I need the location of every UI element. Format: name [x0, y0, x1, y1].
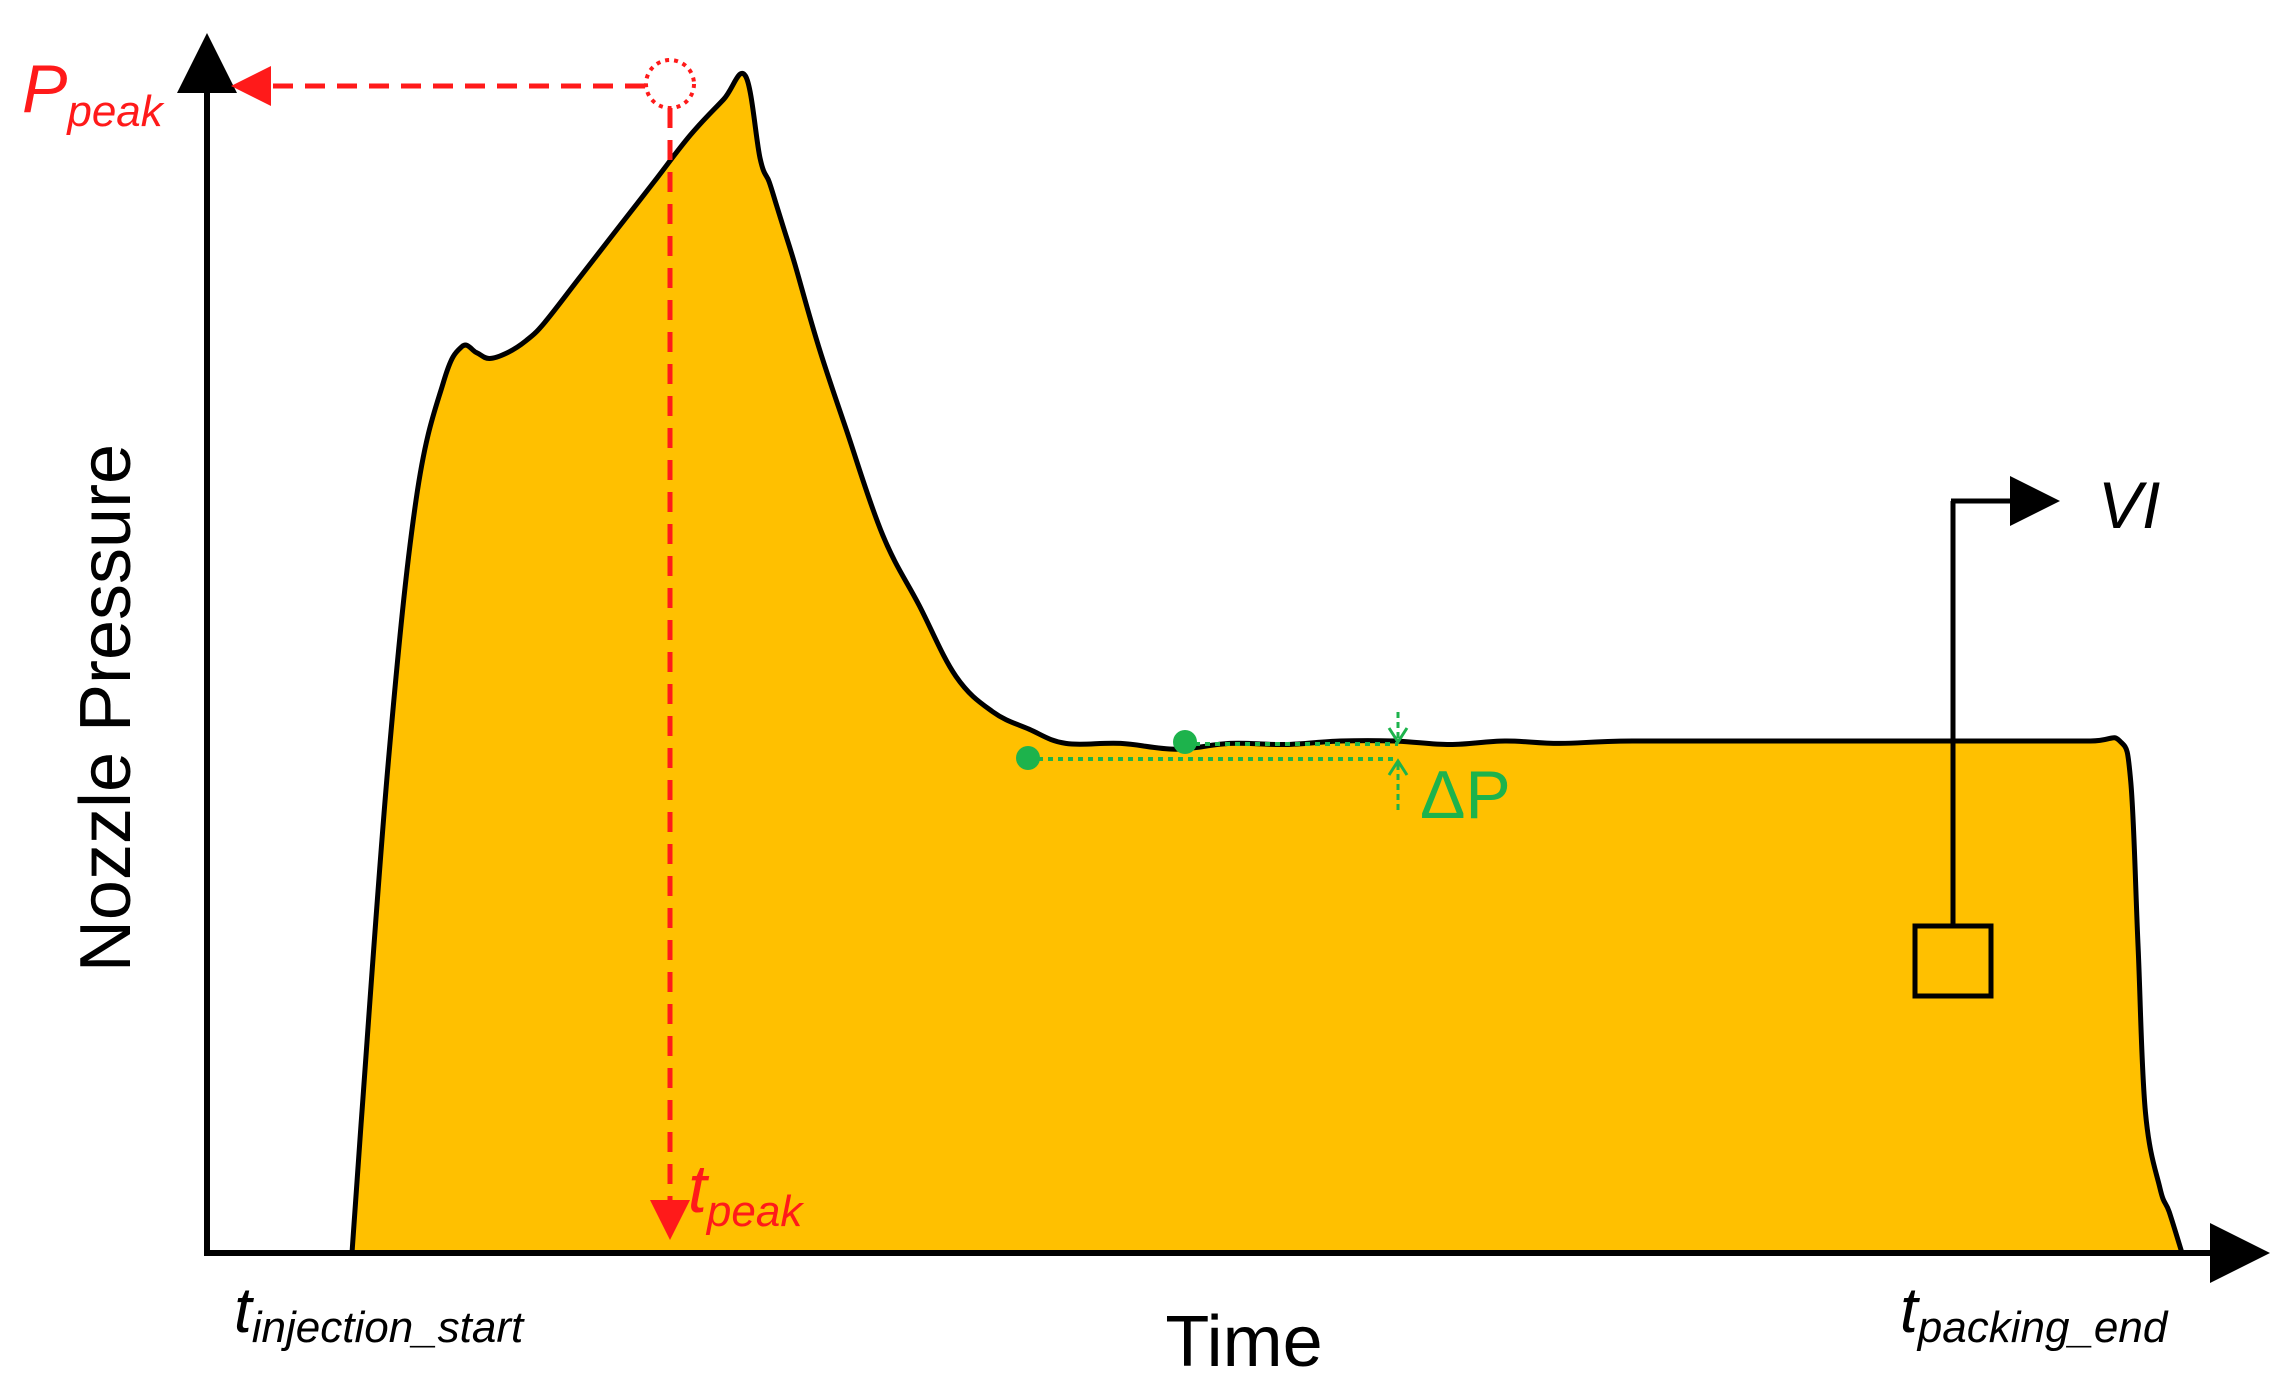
pressure-area-fill [352, 73, 2182, 1254]
t-peak-label: tpeak [688, 1151, 804, 1236]
delta-p-top-arrowhead [1387, 727, 1409, 745]
vi-annotation: VI [1912, 468, 2160, 999]
vi-label: VI [2098, 468, 2160, 542]
peak-annotation: Ppeak tpeak [22, 51, 804, 1240]
pressure-curve-line [349, 71, 2185, 1254]
delta-p-bottom-arrowhead [1387, 758, 1409, 776]
p-peak-label: Ppeak [22, 51, 165, 136]
delta-p-point-upper [1173, 730, 1197, 754]
x-axis-title: Time [1165, 1302, 1322, 1382]
t-injection-start-label: tinjection_start [234, 1274, 525, 1352]
y-axis-title: Nozzle Pressure [66, 444, 146, 972]
t-packing-end-label: tpacking_end [1900, 1274, 2169, 1352]
delta-p-label: ΔP [1420, 757, 1511, 833]
peak-marker-circle [644, 58, 696, 110]
delta-p-annotation: ΔP [1016, 712, 1511, 833]
delta-p-point-lower [1016, 746, 1040, 770]
